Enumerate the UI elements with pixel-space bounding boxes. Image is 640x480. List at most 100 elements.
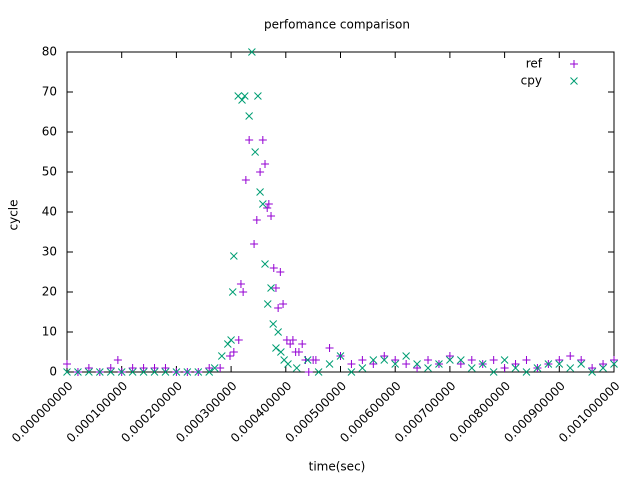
point — [347, 360, 356, 368]
point — [106, 364, 115, 372]
point — [500, 356, 509, 364]
point — [269, 264, 278, 272]
point — [210, 364, 219, 372]
point — [250, 240, 259, 248]
chart-title: perfomance comparison — [264, 18, 410, 32]
point — [245, 112, 254, 120]
point — [241, 176, 250, 184]
point — [277, 348, 285, 356]
point — [303, 356, 312, 364]
point — [456, 356, 465, 364]
y-tick-label: 40 — [42, 205, 57, 219]
point — [456, 360, 465, 368]
point — [577, 360, 586, 368]
point — [555, 356, 564, 364]
legend-label: cpy — [521, 74, 542, 88]
point — [274, 328, 282, 336]
point — [279, 300, 288, 308]
point — [311, 356, 320, 364]
point — [274, 304, 283, 312]
point — [402, 352, 410, 360]
point — [413, 360, 421, 368]
legend-marker — [570, 77, 578, 85]
point — [599, 364, 607, 372]
point — [63, 360, 71, 368]
point — [234, 336, 243, 344]
point — [413, 364, 422, 372]
point — [258, 136, 267, 144]
point — [435, 360, 443, 368]
point — [446, 356, 454, 364]
point — [369, 360, 378, 368]
point — [489, 368, 498, 376]
y-tick-label: 50 — [42, 165, 57, 179]
point — [358, 356, 367, 364]
legend-label: ref — [526, 57, 543, 71]
point — [402, 360, 411, 368]
point — [263, 300, 272, 308]
point — [267, 284, 275, 292]
point — [566, 352, 575, 360]
point — [161, 368, 170, 376]
point — [533, 364, 542, 372]
legend-marker — [570, 60, 578, 68]
point — [264, 200, 273, 208]
y-tick-label: 0 — [49, 365, 57, 379]
point — [391, 360, 400, 368]
point — [194, 368, 203, 376]
point — [489, 356, 498, 364]
point — [358, 364, 367, 372]
point — [128, 368, 137, 376]
point — [240, 92, 249, 100]
point — [294, 348, 303, 356]
point — [271, 284, 280, 292]
point — [380, 356, 389, 364]
y-tick-label: 20 — [42, 285, 57, 299]
point — [424, 356, 433, 364]
point — [467, 364, 476, 372]
point — [183, 368, 192, 376]
point — [544, 360, 553, 368]
point — [150, 364, 159, 372]
point — [258, 200, 267, 208]
point — [229, 348, 238, 356]
point — [229, 252, 238, 260]
y-tick-label: 70 — [42, 85, 57, 99]
point — [288, 336, 297, 344]
point — [256, 168, 265, 176]
point — [245, 136, 254, 144]
point — [369, 356, 378, 364]
point — [254, 92, 262, 100]
point — [261, 260, 269, 268]
point — [113, 356, 122, 364]
point — [256, 188, 264, 196]
point — [292, 364, 301, 372]
y-tick-label: 60 — [42, 125, 57, 139]
point — [522, 368, 531, 376]
point — [566, 364, 575, 372]
point — [95, 368, 104, 376]
point — [139, 368, 148, 376]
point — [276, 268, 285, 276]
point — [588, 368, 596, 376]
point — [106, 368, 115, 376]
point — [251, 148, 260, 156]
point — [325, 344, 334, 352]
point — [223, 340, 232, 348]
point — [161, 364, 170, 372]
point — [226, 352, 235, 360]
point — [610, 356, 618, 364]
point — [84, 364, 93, 372]
point — [347, 368, 356, 376]
point — [205, 364, 214, 372]
point — [522, 356, 531, 364]
point — [380, 352, 389, 360]
x-axis-label: time(sec) — [309, 460, 366, 474]
point — [599, 360, 608, 368]
point — [261, 160, 270, 168]
point — [610, 360, 618, 368]
point — [577, 356, 586, 364]
point — [227, 336, 235, 344]
